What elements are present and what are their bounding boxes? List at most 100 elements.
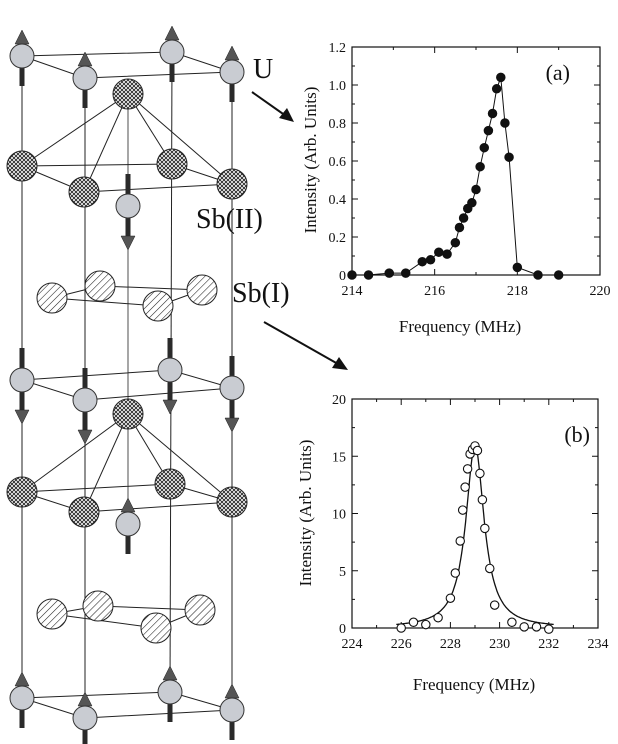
sb2-apex-bond xyxy=(127,413,233,503)
pointer-arrow-sb1 xyxy=(263,321,348,370)
chart-a-ytick-label: 0.4 xyxy=(329,193,347,208)
spin-arrow-tail xyxy=(167,700,173,722)
u-atom xyxy=(9,43,35,69)
sb1-atom xyxy=(186,274,218,306)
chart-a-points xyxy=(347,72,564,280)
spin-arrow-tail xyxy=(229,80,235,102)
chart-b-point xyxy=(475,468,485,479)
spin-arrow-tail xyxy=(82,368,88,390)
chart-b-point xyxy=(457,505,468,515)
chart-a-point xyxy=(479,142,490,153)
u-atom xyxy=(115,193,141,219)
chart-a-xtick-label: 216 xyxy=(424,284,445,299)
chart-b-fit-path xyxy=(396,443,554,626)
chart-b-frame xyxy=(351,398,599,629)
chart-b-point xyxy=(485,563,495,574)
u-atom xyxy=(159,39,185,65)
chart-a-point xyxy=(425,255,436,265)
chart-b-xlabel: Frequency (MHz) xyxy=(413,675,535,694)
chart-a-point xyxy=(475,161,485,172)
chart-a-panel-label: (a) xyxy=(546,60,570,85)
sb1-atom xyxy=(36,598,68,630)
u-atom xyxy=(72,705,98,731)
spin-arrow-tail xyxy=(167,338,173,360)
chart-b-ticks: 224 226 228 230 232 234 0 5 10 15 20 xyxy=(332,393,609,652)
chart-b-point xyxy=(519,622,529,632)
chart-a-point xyxy=(504,152,514,162)
chart-a-point xyxy=(467,198,477,208)
spin-arrow-head xyxy=(164,25,180,41)
spin-arrow-tail xyxy=(229,356,235,378)
sb2-atom xyxy=(112,78,144,110)
chart-a-point xyxy=(553,270,564,280)
spin-arrow-tail xyxy=(125,174,131,196)
chart-panel-a: 214 216 218 220 0 0.2 0.4 0.6 0.8 1.0 1.2 (a) Freq… xyxy=(301,41,611,336)
u-atom xyxy=(9,685,35,711)
spin-arrow-head xyxy=(120,497,136,513)
spin-arrow-tail xyxy=(19,706,25,728)
sb2-atom xyxy=(216,486,248,518)
chart-a-point xyxy=(487,108,498,119)
sb1-atom xyxy=(82,590,114,622)
chart-a-point xyxy=(512,262,523,273)
chart-b-point xyxy=(433,612,443,623)
spin-arrow-shaft xyxy=(19,392,25,412)
chart-panel-b: 224 226 228 230 232 234 0 5 10 15 20 (b) Frequency… xyxy=(296,393,609,694)
sb2-atom xyxy=(156,148,188,180)
sb2-atom xyxy=(6,476,38,508)
sb2-apex-bond xyxy=(83,413,129,513)
spin-arrow-shaft xyxy=(82,412,88,432)
sb1-layer-edges xyxy=(51,285,203,307)
sb2-apex-bond xyxy=(21,93,129,167)
spin-arrow-head xyxy=(120,235,136,251)
chart-a-xtick-label: 218 xyxy=(507,284,528,299)
chart-a-point xyxy=(483,125,494,136)
chart-a-ytick-label: 0.2 xyxy=(329,231,347,246)
chart-a-point xyxy=(533,270,543,280)
crystal-structure xyxy=(6,25,248,744)
chart-b-point xyxy=(489,600,500,610)
chart-b-ytick-label: 0 xyxy=(339,622,346,637)
chart-a-point xyxy=(491,84,502,94)
chart-b-xtick-label: 228 xyxy=(440,637,461,652)
chart-a-point xyxy=(417,256,428,267)
spin-arrow-shaft xyxy=(229,400,235,420)
sb1-atom xyxy=(142,290,174,322)
chart-a-ytick-label: 0.8 xyxy=(329,117,347,132)
chart-b-xtick-label: 230 xyxy=(489,637,510,652)
u-atom xyxy=(72,387,98,413)
chart-a-point xyxy=(442,249,452,259)
spin-arrow-tail xyxy=(229,718,235,740)
spin-arrow-head xyxy=(224,417,240,433)
chart-a-point xyxy=(400,268,411,278)
u-atom xyxy=(157,679,183,705)
chart-a-ticks: 214 216 218 220 0 0.2 0.4 0.6 0.8 1.0 1.2 xyxy=(329,41,611,299)
u-atom xyxy=(219,375,245,401)
chart-b-point xyxy=(445,593,456,603)
sb2-atom xyxy=(68,496,100,528)
chart-a-point xyxy=(434,247,444,257)
spin-arrow-head xyxy=(14,409,30,425)
chart-b-xtick-label: 234 xyxy=(588,637,609,652)
chart-b-point xyxy=(472,445,483,456)
chart-a-point xyxy=(500,118,510,128)
chart-b-fit-curve xyxy=(396,443,554,626)
u-label: U xyxy=(253,54,273,85)
u-layer-edges xyxy=(21,51,233,79)
spin-arrow-tail xyxy=(169,60,175,82)
u-atom xyxy=(9,367,35,393)
chart-b-xtick-label: 224 xyxy=(342,637,363,652)
spin-arrow-tail xyxy=(19,64,25,86)
chart-b-point xyxy=(462,464,473,474)
sb2-apex-bond xyxy=(21,413,129,493)
chart-a-xtick-label: 220 xyxy=(590,284,611,299)
spin-arrow-head xyxy=(224,45,240,61)
chart-a-point xyxy=(496,72,506,83)
sb2-atom xyxy=(6,150,38,182)
spin-arrow-tail xyxy=(19,348,25,370)
sb1-atom xyxy=(184,594,216,626)
sb1-layer-edges xyxy=(51,605,201,629)
chart-b-point xyxy=(450,568,461,578)
